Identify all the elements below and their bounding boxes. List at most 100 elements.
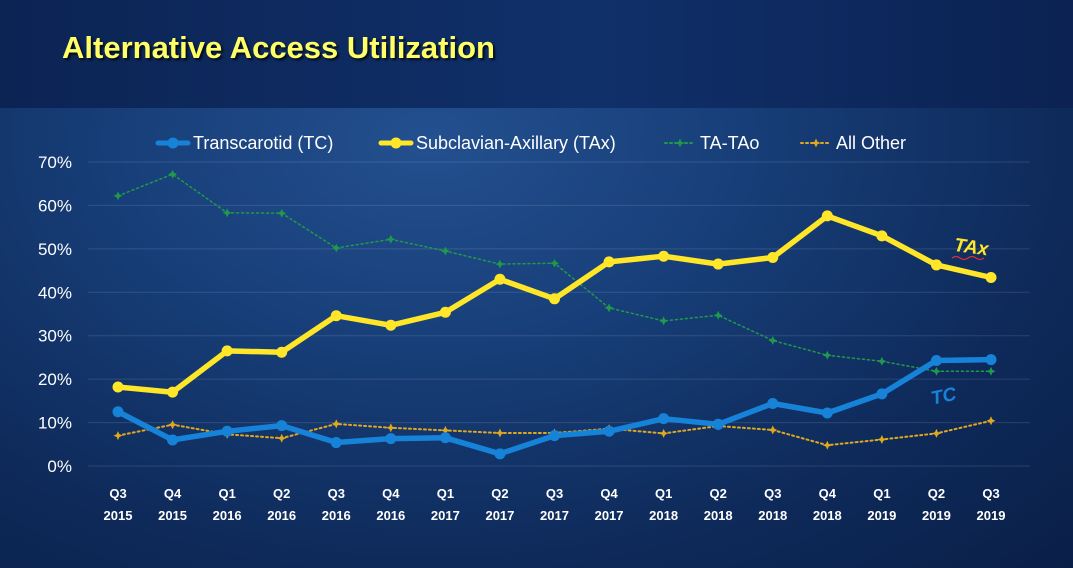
y-tick-label: 60% xyxy=(38,196,72,215)
series-tatao xyxy=(113,169,996,376)
data-point-tax xyxy=(549,293,560,305)
data-point-other xyxy=(386,423,396,433)
data-point-tax xyxy=(439,306,451,318)
x-tick-quarter: Q4 xyxy=(164,486,182,501)
legend-marker-other xyxy=(811,138,821,148)
data-point-tc xyxy=(221,425,233,437)
x-tick-year: 2015 xyxy=(158,508,187,523)
annotation-tax-underline xyxy=(951,255,985,261)
data-point-tc xyxy=(330,437,342,449)
x-tick-quarter: Q3 xyxy=(109,486,126,501)
data-point-other xyxy=(277,433,287,443)
x-tick-quarter: Q1 xyxy=(437,486,454,501)
data-point-tatao xyxy=(495,259,505,269)
y-tick-label: 0% xyxy=(47,457,72,476)
x-tick-year: 2017 xyxy=(485,508,514,523)
chart-series xyxy=(112,169,997,460)
data-point-tatao xyxy=(877,356,887,366)
data-point-tax xyxy=(276,346,288,358)
data-point-tatao xyxy=(550,258,559,268)
x-tick-year: 2018 xyxy=(704,508,733,523)
y-tick-label: 10% xyxy=(38,414,72,433)
x-axis: Q3 2015 Q4 2015 Q1 2016 Q2 2016 Q3 2016 Q4 2016 Q1 20… xyxy=(104,486,1006,523)
x-tick-year: 2015 xyxy=(104,508,133,523)
x-tick-quarter: Q3 xyxy=(546,486,563,501)
y-tick-label: 40% xyxy=(38,283,72,302)
data-point-tatao xyxy=(440,246,450,256)
data-point-tatao xyxy=(768,336,778,345)
x-tick-quarter: Q1 xyxy=(873,486,890,501)
data-point-other xyxy=(768,425,778,435)
data-point-other xyxy=(331,419,341,429)
data-point-tc xyxy=(712,418,724,430)
legend-item-other: All Other xyxy=(800,133,906,153)
data-point-tc xyxy=(494,448,506,460)
data-point-tatao xyxy=(822,350,832,360)
data-point-tatao xyxy=(659,316,669,326)
data-point-tax xyxy=(930,259,942,271)
x-tick-year: 2017 xyxy=(595,508,624,523)
x-tick-quarter: Q4 xyxy=(600,486,618,501)
legend-label-tc: Transcarotid (TC) xyxy=(193,133,333,153)
data-point-tc xyxy=(767,397,779,409)
data-point-tc xyxy=(658,413,670,425)
data-point-other xyxy=(495,428,505,438)
data-point-tc xyxy=(276,420,288,432)
series-line-tatao xyxy=(117,173,992,373)
x-tick-year: 2019 xyxy=(977,508,1006,523)
data-point-tax xyxy=(330,310,342,322)
x-tick-year: 2016 xyxy=(213,508,242,523)
x-tick-quarter: Q2 xyxy=(710,486,727,501)
x-tick-quarter: Q3 xyxy=(982,486,999,501)
data-point-other xyxy=(931,428,941,438)
data-point-other xyxy=(877,435,887,444)
data-point-tax xyxy=(494,273,506,285)
x-tick-year: 2019 xyxy=(922,508,951,523)
data-point-tax xyxy=(167,386,179,398)
x-tick-year: 2018 xyxy=(649,508,678,523)
data-point-other xyxy=(440,425,450,435)
legend-marker-tax xyxy=(390,137,402,149)
legend-label-tatao: TA-TAo xyxy=(700,133,759,153)
x-tick-year: 2016 xyxy=(267,508,296,523)
data-point-tax xyxy=(821,210,833,222)
data-point-tax xyxy=(385,319,397,331)
annotation-tc: TC xyxy=(929,384,958,410)
y-tick-label: 70% xyxy=(38,153,72,172)
x-tick-year: 2016 xyxy=(376,508,405,523)
x-tick-quarter: Q4 xyxy=(382,486,400,501)
data-point-tc xyxy=(930,354,942,366)
data-point-tax xyxy=(112,381,124,393)
data-point-tc xyxy=(167,434,179,446)
data-point-other xyxy=(168,420,178,430)
x-tick-quarter: Q1 xyxy=(218,486,235,501)
title-band xyxy=(0,0,1073,108)
x-tick-quarter: Q4 xyxy=(819,486,837,501)
data-point-tax xyxy=(221,345,233,357)
data-point-tax xyxy=(658,250,670,262)
data-point-tc xyxy=(876,388,888,400)
data-point-tc xyxy=(439,432,451,444)
x-tick-year: 2017 xyxy=(540,508,569,523)
data-point-tatao xyxy=(277,208,287,218)
x-tick-quarter: Q2 xyxy=(273,486,290,501)
legend-item-tax: Subclavian-Axillary (TAx) xyxy=(378,133,616,153)
data-point-tax xyxy=(603,256,615,268)
x-tick-year: 2018 xyxy=(758,508,787,523)
data-point-tc xyxy=(112,406,124,418)
data-point-tax xyxy=(767,252,779,264)
data-point-other xyxy=(113,431,123,441)
chart-legend: Transcarotid (TC) Subclavian-Axillary (TA… xyxy=(155,133,906,153)
x-tick-quarter: Q3 xyxy=(764,486,781,501)
data-point-tc xyxy=(985,354,997,366)
data-point-tatao xyxy=(986,366,996,376)
data-point-tc xyxy=(549,430,560,442)
data-point-tatao xyxy=(331,243,341,253)
data-point-tax xyxy=(876,230,888,242)
x-tick-year: 2018 xyxy=(813,508,842,523)
data-point-tc xyxy=(385,433,397,445)
chart-grid xyxy=(88,161,1030,467)
y-axis: 0% 10% 20% 30% 40% 50% 60% 70% xyxy=(38,153,72,476)
legend-marker-tatao xyxy=(675,138,685,148)
